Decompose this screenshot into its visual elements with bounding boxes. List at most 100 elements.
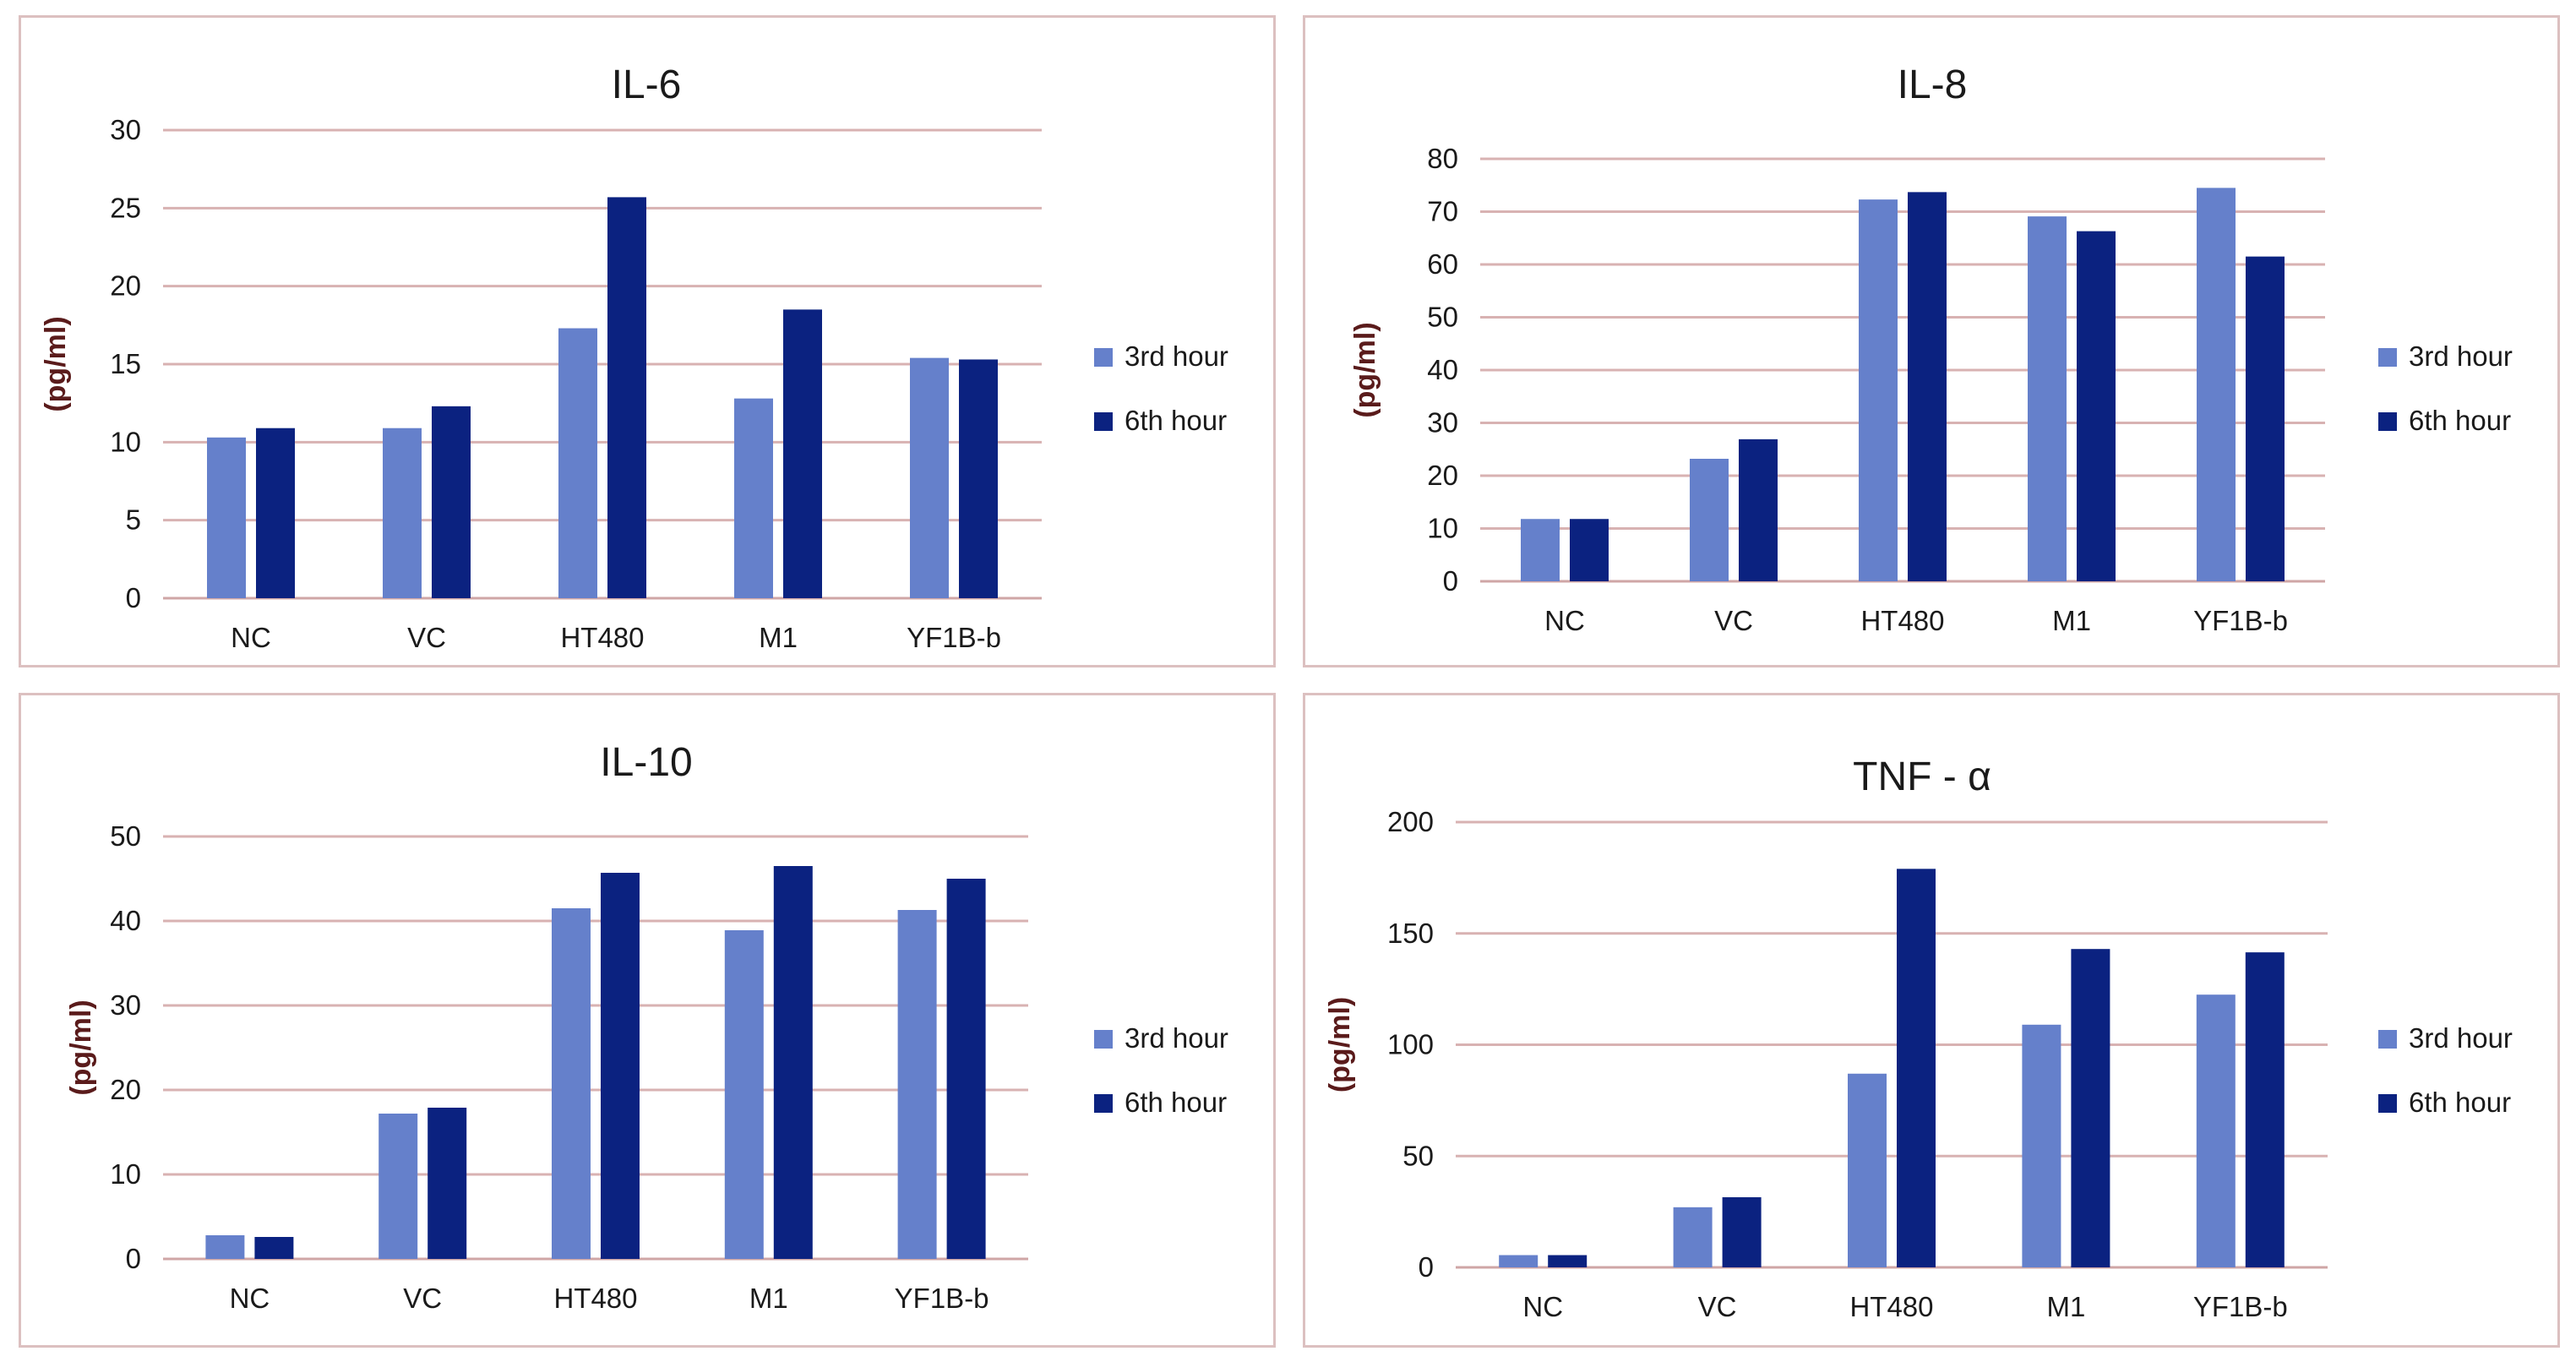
y-tick-label: 70 — [1427, 196, 1458, 227]
legend-label: 6th hour — [1125, 1087, 1227, 1118]
x-tick-label: VC — [403, 1283, 442, 1314]
legend-label: 6th hour — [2409, 1087, 2511, 1118]
bar-6th-hour-yf1b-b — [2245, 952, 2285, 1267]
bar-6th-hour-nc — [1570, 519, 1609, 581]
legend-label: 3rd hour — [2409, 1022, 2513, 1054]
x-tick-label: HT480 — [553, 1283, 637, 1314]
bar-3rd-hour-nc — [1521, 519, 1560, 581]
bar-6th-hour-yf1b-b — [2246, 256, 2285, 581]
chart-title: IL-10 — [600, 740, 692, 785]
legend-label: 3rd hour — [1125, 1022, 1228, 1054]
chart-panel-tnf-alpha: TNF - α 0 50 100 150 200 (pg/ml) NC VC HT480 M1 YF1… — [1303, 693, 2560, 1348]
x-tick-label: NC — [231, 622, 271, 653]
x-tick-label: VC — [1714, 605, 1753, 636]
chart-title: IL-8 — [1898, 63, 1968, 107]
legend-label: 3rd hour — [1125, 340, 1228, 372]
bar-3rd-hour-ht480 — [1859, 199, 1898, 581]
bar-3rd-hour-m1 — [2028, 216, 2067, 581]
chart-panel-il-6: IL-6 0 5 10 15 20 25 30 (pg/ml) NC VC HT480 M1 YF1B-b… — [19, 15, 1276, 667]
bar-3rd-hour-yf1b-b — [2196, 994, 2236, 1267]
legend-label: 6th hour — [2409, 405, 2511, 436]
y-tick-label: 150 — [1387, 918, 1434, 949]
y-axis-label: (pg/ml) — [1324, 997, 1356, 1092]
y-tick-label: 100 — [1387, 1029, 1434, 1060]
bar-3rd-hour-m1 — [734, 398, 773, 598]
bar-6th-hour-m1 — [783, 309, 822, 598]
bar-6th-hour-vc — [432, 406, 471, 598]
bar-6th-hour-nc — [256, 428, 295, 598]
y-tick-label: 40 — [110, 905, 141, 936]
y-tick-label: 60 — [1427, 248, 1458, 280]
y-tick-label: 0 — [126, 582, 141, 613]
y-axis-label: (pg/ml) — [40, 316, 72, 411]
y-tick-label: 10 — [110, 426, 141, 457]
chart-panel-il-10: IL-10 0 10 20 30 40 50 (pg/ml) NC VC HT480 M1 YF1B-b… — [19, 693, 1276, 1348]
chart-tnf-alpha: TNF - α 0 50 100 150 200 (pg/ml) NC VC HT480 M1 YF1… — [1324, 755, 2513, 1322]
bar-6th-hour-vc — [1739, 439, 1778, 581]
x-tick-label: HT480 — [560, 622, 644, 653]
chart-panel-il-8: IL-8 0 10 20 30 40 50 60 70 80 (pg/ml) NC VC HT480 M1 Y… — [1303, 15, 2560, 667]
legend-swatch — [1094, 348, 1113, 367]
y-tick-label: 0 — [1419, 1251, 1434, 1283]
chart-title: IL-6 — [612, 63, 682, 107]
legend-label: 6th hour — [1125, 405, 1227, 436]
legend-swatch — [2378, 348, 2397, 367]
x-tick-label: NC — [230, 1283, 270, 1314]
bar-6th-hour-vc — [428, 1108, 467, 1259]
bar-6th-hour-yf1b-b — [946, 879, 986, 1259]
bar-3rd-hour-nc — [1499, 1255, 1539, 1267]
y-tick-label: 10 — [110, 1158, 141, 1190]
y-tick-label: 20 — [1427, 460, 1458, 491]
y-tick-label: 30 — [110, 114, 141, 145]
y-tick-label: 40 — [1427, 354, 1458, 385]
bar-3rd-hour-ht480 — [1848, 1073, 1887, 1267]
bar-6th-hour-ht480 — [601, 873, 640, 1259]
x-tick-label: M1 — [2052, 605, 2091, 636]
y-tick-label: 80 — [1427, 143, 1458, 174]
legend-label: 3rd hour — [2409, 340, 2513, 372]
legend-swatch — [2378, 1030, 2397, 1049]
x-tick-label: YF1B-b — [2193, 605, 2288, 636]
bar-3rd-hour-m1 — [724, 930, 764, 1259]
legend-swatch — [1094, 1094, 1113, 1113]
bar-3rd-hour-m1 — [2022, 1024, 2061, 1267]
bar-6th-hour-m1 — [2071, 949, 2110, 1267]
bar-3rd-hour-nc — [207, 437, 246, 598]
y-tick-label: 10 — [1427, 513, 1458, 544]
y-axis-label: (pg/ml) — [1349, 322, 1381, 417]
chart-il-10: IL-10 0 10 20 30 40 50 (pg/ml) NC VC HT480 M1 YF1B-b… — [65, 740, 1228, 1314]
bar-6th-hour-m1 — [2077, 231, 2116, 581]
bar-6th-hour-ht480 — [1897, 869, 1936, 1267]
bar-6th-hour-m1 — [773, 866, 813, 1259]
x-tick-label: NC — [1544, 605, 1585, 636]
bar-3rd-hour-ht480 — [558, 328, 597, 598]
y-tick-label: 30 — [1427, 407, 1458, 439]
bar-3rd-hour-vc — [1673, 1207, 1713, 1267]
bar-6th-hour-ht480 — [1908, 192, 1947, 581]
y-tick-label: 25 — [110, 192, 141, 223]
chart-title: TNF - α — [1853, 755, 1991, 799]
x-tick-label: YF1B-b — [2193, 1291, 2288, 1322]
y-tick-label: 0 — [126, 1243, 141, 1274]
y-tick-label: 200 — [1387, 806, 1434, 837]
bar-3rd-hour-vc — [1690, 459, 1729, 581]
bar-3rd-hour-yf1b-b — [2197, 188, 2236, 581]
legend-swatch — [1094, 1030, 1113, 1049]
chart-il-6: IL-6 0 5 10 15 20 25 30 (pg/ml) NC VC HT480 M1 YF1B-b… — [40, 63, 1228, 653]
legend-swatch — [1094, 412, 1113, 431]
bar-3rd-hour-yf1b-b — [897, 910, 937, 1259]
bar-3rd-hour-nc — [205, 1235, 245, 1259]
bar-3rd-hour-ht480 — [552, 908, 591, 1259]
bar-6th-hour-ht480 — [607, 197, 646, 598]
x-tick-label: M1 — [759, 622, 798, 653]
y-tick-label: 50 — [1427, 302, 1458, 333]
y-tick-label: 20 — [110, 1074, 141, 1105]
legend-swatch — [2378, 1094, 2397, 1113]
x-tick-label: YF1B-b — [895, 1283, 989, 1314]
y-tick-label: 5 — [126, 504, 141, 536]
y-tick-label: 15 — [110, 348, 141, 379]
y-axis-label: (pg/ml) — [65, 1000, 97, 1095]
bar-6th-hour-nc — [254, 1237, 294, 1259]
x-tick-label: HT480 — [1860, 605, 1944, 636]
